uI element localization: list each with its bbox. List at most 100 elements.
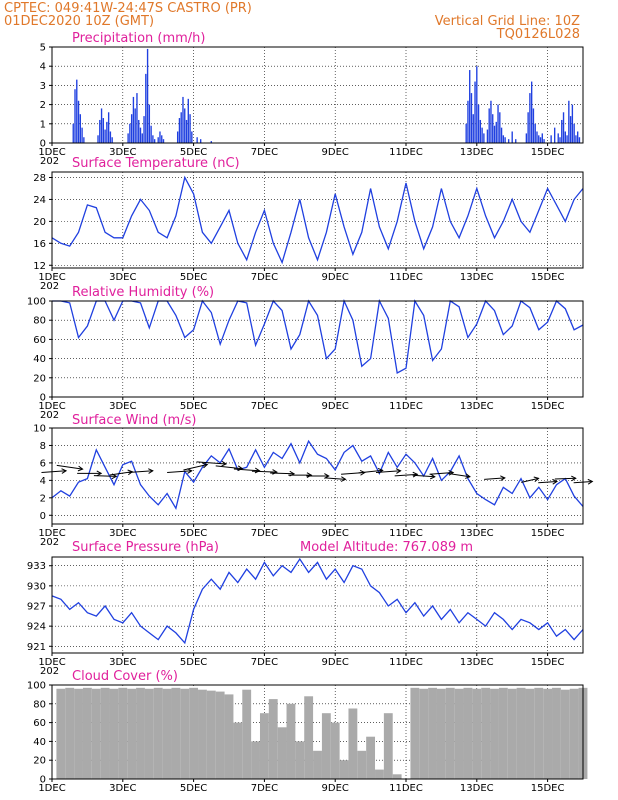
cloud-bar — [436, 688, 446, 779]
wind-arrow-shaft — [196, 461, 227, 465]
precip-bar — [483, 133, 485, 143]
precip-bar — [562, 112, 565, 143]
xtick-label-pressure: 11DEC — [389, 657, 423, 668]
precip-bar — [467, 100, 469, 143]
wind-arrow-head — [77, 465, 84, 472]
wind-arrow — [77, 470, 103, 477]
precip-bar — [557, 133, 559, 143]
ytick-label-cloud: 0 — [40, 775, 46, 786]
xtick-label-precip: 1DEC — [38, 147, 65, 158]
wind-arrow-head — [221, 460, 228, 467]
xtick-sublabel-pressure: 202 — [40, 666, 59, 677]
cloud-bar — [82, 687, 92, 779]
cloud-bar — [215, 691, 225, 779]
precip-bar — [130, 114, 133, 143]
xtick-label-rh: 3DEC — [109, 401, 136, 412]
wind-arrow-shaft — [270, 472, 295, 475]
ytick-label-precip: 0 — [40, 139, 46, 150]
precip-bar — [573, 123, 575, 143]
ytick-label-temp: 12 — [33, 261, 46, 272]
cloud-bar — [198, 689, 207, 779]
wind-arrow — [41, 468, 68, 474]
xtick-label-cloud: 1DEC — [38, 783, 65, 794]
precip-bar — [577, 131, 579, 143]
precip-bar — [152, 135, 154, 143]
xtick-label-rh: 9DEC — [322, 401, 349, 412]
precip-bar — [525, 133, 528, 143]
precip-bar — [481, 127, 483, 143]
precip-bar — [97, 135, 99, 143]
wind-arrow — [429, 470, 455, 476]
precip-bar — [139, 127, 142, 143]
xtick-label-pressure: 5DEC — [180, 657, 207, 668]
ytick-label-rh: 20 — [33, 373, 46, 384]
cloud-bar — [127, 688, 137, 779]
panel-title-wind: Surface Wind (m/s) — [72, 413, 196, 428]
ytick-label-temp: 20 — [33, 217, 46, 228]
xtick-label-pressure: 13DEC — [460, 657, 494, 668]
precip-bar — [111, 137, 113, 143]
precip-bar — [162, 139, 165, 143]
cloud-bar — [144, 688, 154, 779]
cloud-bar — [153, 687, 163, 779]
wind-arrow-head — [340, 476, 347, 482]
cloud-bar — [330, 722, 340, 779]
precip-bar — [474, 81, 476, 143]
xtick-label-rh: 11DEC — [389, 401, 423, 412]
wind-arrow-shaft — [521, 477, 539, 483]
cloud-bar — [569, 688, 579, 779]
panel-wind: Surface Wind (m/s) 0 2 4 6 8 10 1DEC 3DEC 5DEC 7DE… — [33, 413, 594, 548]
panel-title-rh: Relative Humidity (%) — [72, 285, 214, 300]
precip-bar — [77, 100, 80, 143]
precip-bar — [504, 137, 506, 143]
panel-frame-temp — [51, 171, 584, 269]
wind-arrow-shaft — [429, 472, 454, 475]
xtick-label-precip: 3DEC — [109, 147, 136, 158]
wind-arrow — [233, 467, 261, 474]
panel-cloud: Cloud Cover (%) 0 20 40 60 80 100 1DEC 3DEC 5DEC 7… — [27, 669, 588, 794]
wind-arrow-shaft — [484, 477, 505, 480]
precip-bar — [146, 48, 149, 143]
xtick-label-rh: 7DEC — [251, 401, 278, 412]
cloud-bar — [74, 688, 83, 779]
precip-bar — [107, 112, 110, 143]
ytick-label-wind: 2 — [40, 493, 46, 504]
ytick-label-precip: 5 — [40, 43, 46, 54]
precip-bar — [569, 116, 572, 143]
cloud-bar — [321, 713, 331, 779]
panel-subtitle-pressure: Model Altitude: 767.089 m — [300, 540, 473, 555]
precip-bar — [210, 141, 212, 143]
wind-arrow-shaft — [324, 477, 346, 480]
panel-frame-rh — [51, 300, 584, 398]
precip-bar — [136, 93, 138, 143]
wind-arrow — [183, 462, 209, 471]
panel-title-temp: Surface Temperature (nC) — [72, 156, 240, 171]
cloud-bar — [560, 689, 570, 779]
wind-arrow — [324, 476, 347, 482]
precip-bar — [148, 104, 151, 143]
wind-arrow-shaft — [183, 464, 208, 471]
wind-arrow-head — [306, 472, 313, 478]
cloud-bar — [180, 688, 190, 779]
cloud-bar — [206, 690, 216, 779]
panel-frame-cloud — [51, 684, 584, 780]
xtick-label-temp: 3DEC — [109, 272, 136, 283]
precip-bar — [106, 121, 108, 143]
run-code: TQ0126L028 — [496, 27, 580, 42]
ytick-label-pressure: 924 — [27, 622, 46, 633]
precip-bar — [515, 139, 517, 143]
ytick-label-wind: 6 — [40, 458, 46, 469]
precip-bar — [566, 135, 568, 143]
panel-title-cloud: Cloud Cover (%) — [72, 669, 178, 684]
wind-arrow — [412, 473, 436, 480]
ytick-label-wind: 4 — [40, 476, 46, 487]
precip-bar — [529, 93, 531, 143]
precip-bar — [561, 119, 563, 143]
precip-bar — [199, 139, 202, 143]
xtick-label-rh: 15DEC — [531, 401, 565, 412]
wind-arrow — [196, 460, 228, 467]
precip-bar — [493, 125, 496, 143]
precip-bar — [479, 119, 482, 143]
cloud-bar — [171, 687, 181, 779]
cloud-bar — [366, 736, 376, 779]
